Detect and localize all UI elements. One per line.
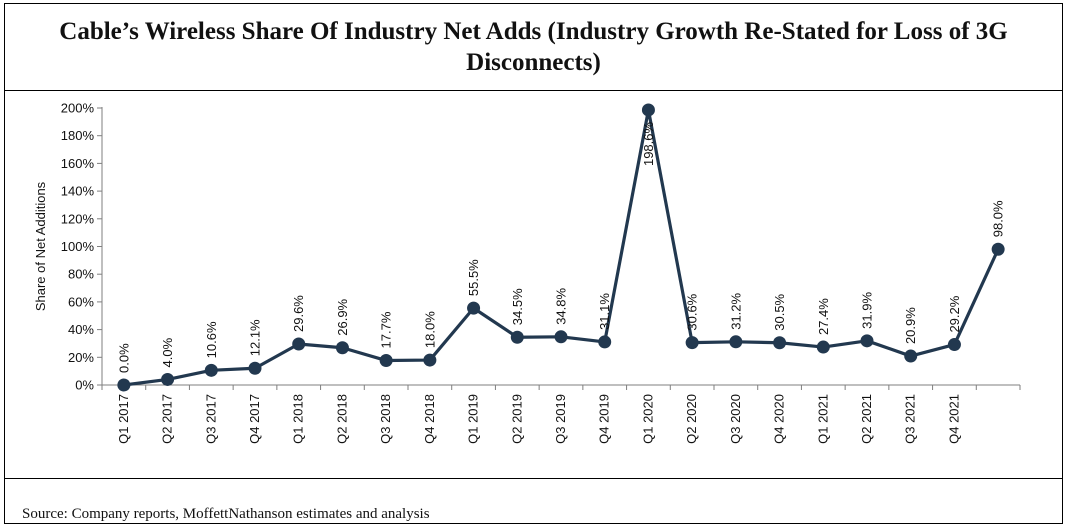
data-point bbox=[467, 301, 481, 315]
data-point bbox=[729, 335, 743, 349]
chart-title: Cable’s Wireless Share Of Industry Net A… bbox=[59, 18, 1008, 76]
data-label: 4.0% bbox=[160, 337, 175, 367]
data-point bbox=[773, 336, 787, 350]
x-tick-label: Q2 2021 bbox=[859, 394, 874, 444]
data-point bbox=[947, 338, 961, 352]
data-label: 30.6% bbox=[685, 293, 700, 330]
data-point bbox=[379, 353, 393, 367]
data-point bbox=[423, 353, 437, 367]
data-point bbox=[991, 242, 1005, 256]
x-tick-label: Q3 2018 bbox=[378, 394, 393, 444]
data-label: 20.9% bbox=[903, 307, 918, 344]
y-tick-label: 40% bbox=[68, 322, 94, 337]
data-point bbox=[641, 103, 655, 117]
data-label: 10.6% bbox=[204, 321, 219, 358]
y-tick-label: 60% bbox=[68, 294, 94, 309]
x-tick-label: Q1 2021 bbox=[815, 394, 830, 444]
y-axis-title: Share of Net Additions bbox=[33, 181, 48, 311]
x-tick-label: Q2 2019 bbox=[509, 394, 524, 444]
source-divider bbox=[4, 478, 1063, 479]
data-point bbox=[685, 336, 699, 350]
data-point bbox=[860, 334, 874, 348]
data-label: 29.6% bbox=[291, 295, 306, 332]
x-tick-label: Q4 2021 bbox=[946, 394, 961, 444]
data-point bbox=[598, 335, 612, 349]
data-label: 17.7% bbox=[379, 311, 394, 348]
data-label: 18.0% bbox=[422, 311, 437, 348]
y-tick-label: 80% bbox=[68, 267, 94, 282]
y-tick-label: 100% bbox=[61, 239, 95, 254]
y-tick-label: 20% bbox=[68, 350, 94, 365]
data-label: 98.0% bbox=[991, 200, 1006, 237]
data-label: 12.1% bbox=[248, 319, 263, 356]
x-tick-label: Q2 2020 bbox=[684, 394, 699, 444]
data-point bbox=[904, 349, 918, 363]
data-label: 55.5% bbox=[466, 259, 481, 296]
x-tick-label: Q3 2017 bbox=[203, 394, 218, 444]
x-tick-label: Q2 2018 bbox=[334, 394, 349, 444]
data-label: 31.1% bbox=[597, 293, 612, 330]
x-tick-label: Q1 2019 bbox=[466, 394, 481, 444]
data-point bbox=[204, 363, 218, 377]
data-point bbox=[292, 337, 306, 351]
x-tick-label: Q4 2020 bbox=[772, 394, 787, 444]
data-label: 30.5% bbox=[772, 293, 787, 330]
x-tick-label: Q3 2021 bbox=[903, 394, 918, 444]
x-tick-label: Q1 2018 bbox=[291, 394, 306, 444]
data-label: 26.9% bbox=[335, 298, 350, 335]
data-label: 34.8% bbox=[554, 288, 569, 325]
data-label: 27.4% bbox=[816, 298, 831, 335]
data-point bbox=[554, 330, 568, 344]
data-point bbox=[117, 378, 131, 392]
x-tick-label: Q4 2017 bbox=[247, 394, 262, 444]
y-tick-label: 140% bbox=[61, 184, 95, 199]
x-tick-label: Q3 2019 bbox=[553, 394, 568, 444]
data-point bbox=[510, 330, 524, 344]
data-label: 34.5% bbox=[510, 288, 525, 325]
x-tick-label: Q4 2018 bbox=[422, 394, 437, 444]
data-label: 31.9% bbox=[860, 292, 875, 329]
y-tick-label: 120% bbox=[61, 211, 95, 226]
x-tick-label: Q3 2020 bbox=[728, 394, 743, 444]
y-tick-label: 180% bbox=[61, 128, 95, 143]
y-tick-label: 200% bbox=[61, 101, 95, 116]
title-box: Cable’s Wireless Share Of Industry Net A… bbox=[4, 3, 1063, 91]
y-tick-label: 160% bbox=[61, 156, 95, 171]
data-point bbox=[335, 341, 349, 355]
data-label: 29.2% bbox=[947, 295, 962, 332]
data-point bbox=[161, 372, 175, 386]
x-tick-label: Q4 2019 bbox=[597, 394, 612, 444]
data-label: 198.6% bbox=[641, 122, 656, 167]
x-tick-label: Q1 2017 bbox=[116, 394, 131, 444]
data-label: 31.2% bbox=[728, 292, 743, 329]
x-tick-label: Q1 2020 bbox=[640, 394, 655, 444]
x-tick-label: Q2 2017 bbox=[160, 394, 175, 444]
y-tick-label: 0% bbox=[75, 378, 94, 393]
data-point bbox=[816, 340, 830, 354]
data-point bbox=[248, 361, 262, 375]
source-note: Source: Company reports, MoffettNathanso… bbox=[22, 506, 430, 522]
data-label: 0.0% bbox=[116, 343, 131, 373]
